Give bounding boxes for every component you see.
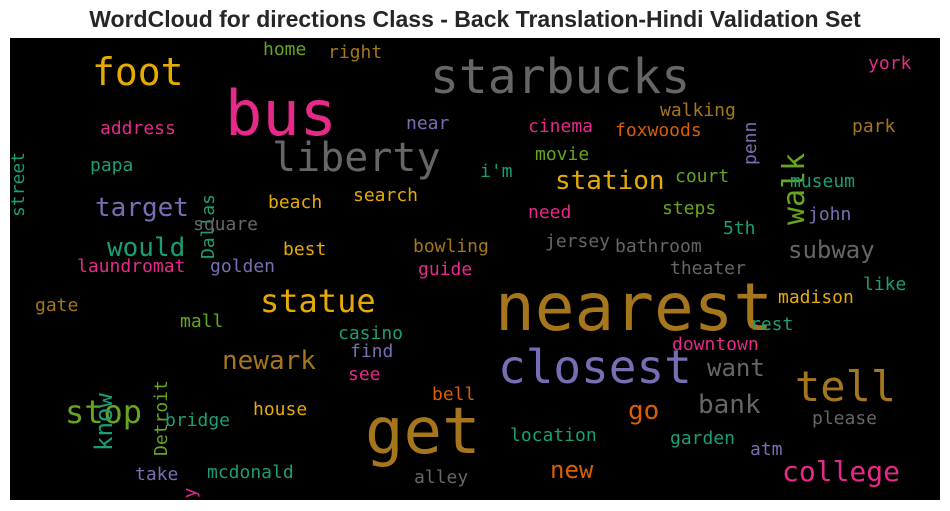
word-rest: rest (750, 314, 794, 335)
word-theater: theater (670, 258, 746, 279)
word-cinema: cinema (528, 116, 594, 137)
word-walking: walking (660, 100, 736, 121)
word-need: need (528, 202, 572, 223)
word-garden: garden (670, 428, 736, 449)
chart-title: WordCloud for directions Class - Back Tr… (89, 6, 861, 32)
word-right: right (328, 42, 383, 63)
word-stop: stop (65, 393, 143, 431)
word-newark: newark (222, 346, 316, 376)
word-atm: atm (750, 439, 783, 460)
word-new: new (550, 456, 594, 484)
word-bank: bank (698, 390, 761, 420)
word-starbucks: starbucks (430, 49, 691, 105)
word-jersey: jersey (545, 231, 611, 252)
word-mcdonald: mcdonald (207, 462, 294, 483)
word-bell: bell (432, 384, 476, 405)
word-foot: foot (92, 50, 184, 94)
word-alley: alley (414, 467, 469, 488)
word-go: go (628, 396, 660, 426)
word-station: station (555, 166, 665, 196)
word-golden: golden (210, 256, 276, 277)
word-take: take (135, 464, 179, 485)
word-beach: beach (268, 192, 323, 213)
word-park: park (852, 116, 896, 137)
word-location: location (510, 425, 597, 446)
word-would: would (107, 233, 186, 263)
word-laundromat: laundromat (77, 256, 186, 277)
word-get: get (365, 395, 481, 469)
word-york: york (868, 53, 912, 74)
word-find: find (350, 341, 394, 362)
word-college: college (782, 455, 901, 488)
word-papa: papa (90, 155, 134, 176)
word-gate: gate (35, 295, 79, 316)
word-search: search (353, 185, 419, 206)
word-bridge: bridge (165, 410, 231, 431)
word-i-m: i'm (480, 161, 513, 182)
word-movie: movie (535, 144, 590, 165)
word-statue: statue (260, 282, 376, 320)
word-foxwoods: foxwoods (615, 120, 702, 141)
word-guide: guide (418, 259, 473, 280)
word-like: like (863, 274, 907, 295)
word-court: court (675, 166, 730, 187)
word-museum: museum (790, 171, 856, 192)
word-downtown: downtown (672, 334, 759, 355)
word-know: know (90, 392, 118, 451)
wordcloud-canvas: nearest get bus starbucks closest liberty tell… (10, 38, 940, 500)
word-mall: mall (180, 311, 224, 332)
word-square: square (193, 214, 259, 235)
word-house: house (253, 399, 308, 420)
word-casino: casino (338, 323, 404, 344)
word-bus: bus (225, 77, 337, 150)
word-want: want (707, 354, 765, 382)
word-subway: subway (788, 236, 875, 264)
word-5th: 5th (723, 218, 756, 239)
word-john: john (808, 204, 852, 225)
word-bowling: bowling (413, 236, 489, 257)
word-best: best (283, 239, 327, 260)
word-madison: madison (778, 287, 854, 308)
word-way: way (180, 488, 201, 500)
word-nearest: nearest (495, 269, 774, 346)
word-street: street (10, 151, 29, 217)
word-near: near (406, 113, 450, 134)
word-target: target (95, 193, 189, 223)
word-closest: closest (498, 340, 692, 394)
word-tell: tell (795, 362, 897, 411)
word-please: please (812, 408, 878, 429)
word-bathroom: bathroom (615, 236, 702, 257)
word-liberty: liberty (272, 135, 441, 181)
word-address: address (100, 118, 176, 139)
word-penn: penn (740, 121, 761, 166)
word-steps: steps (662, 198, 717, 219)
word-see: see (348, 364, 381, 385)
word-home: home (263, 39, 307, 60)
